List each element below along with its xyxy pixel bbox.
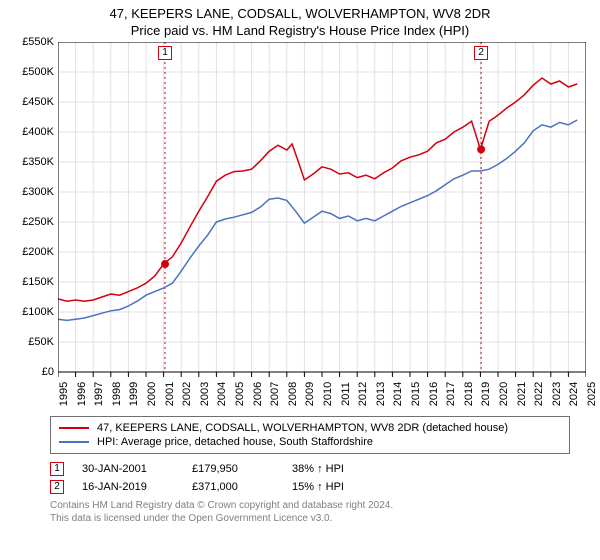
chart-container: 47, KEEPERS LANE, CODSALL, WOLVERHAMPTON…	[0, 0, 600, 560]
x-tick-label: 2004	[216, 382, 228, 406]
transaction-date: 30-JAN-2001	[82, 463, 192, 475]
x-tick-label: 2022	[533, 382, 545, 406]
y-tick-label: £500K	[14, 66, 54, 78]
y-axis-labels: £0£50K£100K£150K£200K£250K£300K£350K£400…	[10, 42, 54, 372]
y-tick-label: £200K	[14, 246, 54, 258]
transaction-date: 16-JAN-2019	[82, 481, 192, 493]
footer: Contains HM Land Registry data © Crown c…	[50, 500, 570, 525]
x-tick-label: 2023	[551, 382, 563, 406]
x-tick-label: 2010	[322, 382, 334, 406]
x-tick-label: 1999	[128, 382, 140, 406]
y-tick-label: £50K	[14, 336, 54, 348]
transaction-row: 2 16-JAN-2019£371,00015% ↑ HPI	[50, 478, 570, 496]
x-tick-label: 2009	[304, 382, 316, 406]
transaction-price: £371,000	[192, 481, 292, 493]
legend-row: HPI: Average price, detached house, Sout…	[59, 435, 561, 449]
x-tick-label: 2002	[181, 382, 193, 406]
x-tick-label: 2017	[445, 382, 457, 406]
footer-copyright: Contains HM Land Registry data © Crown c…	[50, 500, 570, 513]
y-tick-label: £150K	[14, 276, 54, 288]
transaction-row: 1 30-JAN-2001£179,95038% ↑ HPI	[50, 460, 570, 478]
x-tick-label: 2011	[340, 382, 352, 406]
x-tick-label: 2024	[568, 382, 580, 406]
transaction-price: £179,950	[192, 463, 292, 475]
y-tick-label: £300K	[14, 186, 54, 198]
legend-swatch	[59, 427, 89, 429]
x-tick-label: 2018	[463, 382, 475, 406]
y-tick-label: £550K	[14, 36, 54, 48]
legend-label: HPI: Average price, detached house, Sout…	[97, 436, 373, 448]
legend-swatch	[59, 441, 89, 443]
x-tick-label: 2016	[428, 382, 440, 406]
y-tick-label: £0	[14, 366, 54, 378]
legend-label: 47, KEEPERS LANE, CODSALL, WOLVERHAMPTON…	[97, 422, 508, 434]
x-tick-label: 2001	[164, 382, 176, 406]
transaction-markers: 12	[58, 42, 586, 372]
x-tick-label: 2021	[516, 382, 528, 406]
x-tick-label: 2007	[269, 382, 281, 406]
legend-row: 47, KEEPERS LANE, CODSALL, WOLVERHAMPTON…	[59, 421, 561, 435]
transaction-diff: 38% ↑ HPI	[292, 463, 412, 475]
x-tick-label: 2000	[146, 382, 158, 406]
y-tick-label: £250K	[14, 216, 54, 228]
title-subtitle: Price paid vs. HM Land Registry's House …	[0, 21, 600, 42]
y-tick-label: £350K	[14, 156, 54, 168]
plot-area: £0 £50K £100K £150K £200K £250K £300K £350K £400…	[10, 42, 590, 412]
x-tick-label: 1998	[111, 382, 123, 406]
x-tick-label: 2015	[410, 382, 422, 406]
title-address: 47, KEEPERS LANE, CODSALL, WOLVERHAMPTON…	[0, 0, 600, 21]
x-tick-label: 2005	[234, 382, 246, 406]
x-tick-label: 1997	[93, 382, 105, 406]
transaction-marker: 2	[474, 46, 488, 60]
transaction-diff: 15% ↑ HPI	[292, 481, 412, 493]
x-tick-label: 2025	[586, 382, 598, 406]
y-tick-label: £450K	[14, 96, 54, 108]
x-tick-label: 2008	[287, 382, 299, 406]
x-tick-label: 1995	[58, 382, 70, 406]
transaction-index-marker: 1	[50, 462, 64, 476]
x-tick-label: 2012	[357, 382, 369, 406]
x-tick-label: 2014	[392, 382, 404, 406]
footer-license: This data is licensed under the Open Gov…	[50, 513, 570, 526]
transaction-index-marker: 2	[50, 480, 64, 494]
x-tick-label: 1996	[76, 382, 88, 406]
x-tick-label: 2013	[375, 382, 387, 406]
x-tick-label: 2003	[199, 382, 211, 406]
transactions-table: 1 30-JAN-2001£179,95038% ↑ HPI 2 16-JAN-201…	[50, 460, 570, 496]
x-tick-label: 2020	[498, 382, 510, 406]
y-tick-label: £400K	[14, 126, 54, 138]
y-tick-label: £100K	[14, 306, 54, 318]
transaction-marker: 1	[158, 46, 172, 60]
x-tick-label: 2019	[480, 382, 492, 406]
legend: 47, KEEPERS LANE, CODSALL, WOLVERHAMPTON…	[50, 416, 570, 454]
x-axis-labels: 1995 1996 1997 1998 1999 2000 2001 2002 2003 2004…	[58, 380, 586, 412]
x-tick-label: 2006	[252, 382, 264, 406]
